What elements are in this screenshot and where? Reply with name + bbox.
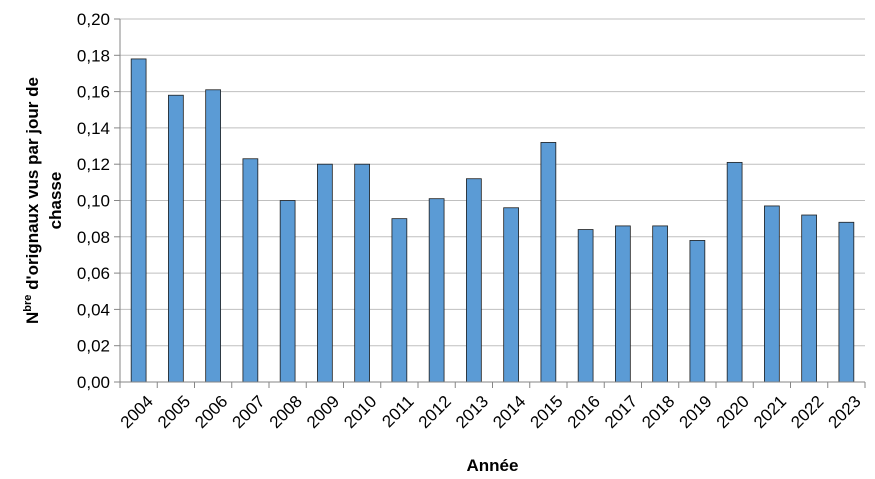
x-tick-label: 2004 [117,392,157,432]
y-tick-label: 0,04 [77,300,110,319]
bar-2021 [764,205,780,383]
bar-2016 [577,229,594,383]
x-tick-label: 2017 [601,392,641,432]
bar-2011 [391,218,408,383]
bar-2009 [317,163,333,383]
x-tick-label: 2016 [564,392,604,432]
bar-2019 [689,240,706,383]
y-axis-title-rest: d'orignaux vus par jour de [23,77,42,295]
bar-2018 [652,225,668,383]
bar-2023 [838,221,855,383]
y-tick-label: 0,06 [77,264,110,283]
y-tick-label: 0,12 [77,155,110,174]
bar-2007 [242,158,259,383]
x-tick-label: 2018 [638,392,678,432]
x-axis-title: Année [467,456,519,475]
x-tick-label: 2023 [825,392,865,432]
x-tick-label: 2022 [787,392,827,432]
y-tick-label: 0,14 [77,119,110,138]
y-axis-title-prefix: N [23,312,42,324]
bar-2004 [130,58,147,383]
y-axis-title-line2: chasse [46,172,65,230]
bar-2012 [428,198,445,383]
bar-2020 [726,161,743,383]
x-tick-label: 2013 [452,392,492,432]
y-tick-label: 0,18 [77,46,110,65]
axes [119,19,866,388]
y-axis-title-superscript: bre [22,295,34,312]
gridlines [114,18,865,383]
x-tick-label: 2014 [489,392,529,432]
x-tick-label: 2006 [191,392,231,432]
bar-2010 [354,163,370,383]
x-tick-label: 2021 [750,392,790,432]
x-tick-label: 2007 [229,392,269,432]
x-tick-label: 2009 [303,392,343,432]
bars [130,58,855,383]
x-tick-label: 2011 [378,392,417,431]
x-tick-label: 2012 [415,392,455,432]
bar-2006 [205,89,221,383]
y-tick-label: 0,08 [77,228,110,247]
x-tick-label: 2015 [527,392,567,432]
y-tick-label: 0,16 [77,83,110,102]
y-tick-label: 0,20 [77,10,110,29]
y-axis-title-line1: Nbre d'orignaux vus par jour de [22,77,42,324]
bar-2008 [279,200,296,383]
x-tick-label: 2019 [676,392,716,432]
bar-2015 [540,142,557,383]
y-tick-label: 0,02 [77,337,110,356]
x-tick-label: 2010 [340,392,380,432]
y-tick-labels: 0,00 0,02 0,04 0,06 0,08 0,10 0,12 0,14 0,16 0,18… [77,10,110,392]
bar-2022 [801,214,817,383]
bar-2005 [168,94,184,383]
x-tick-labels: 2004200520062007200820092010201120122013… [117,392,865,432]
y-axis-title: Nbre d'orignaux vus par jour de chasse [22,77,65,324]
y-tick-label: 0,00 [77,373,110,392]
x-tick-label: 2008 [266,392,306,432]
x-tick-label: 2020 [713,392,753,432]
bar-2017 [615,225,631,383]
bar-2014 [503,207,519,383]
x-tick-label: 2005 [154,392,194,432]
bar-2013 [466,178,482,383]
y-tick-label: 0,10 [77,192,110,211]
